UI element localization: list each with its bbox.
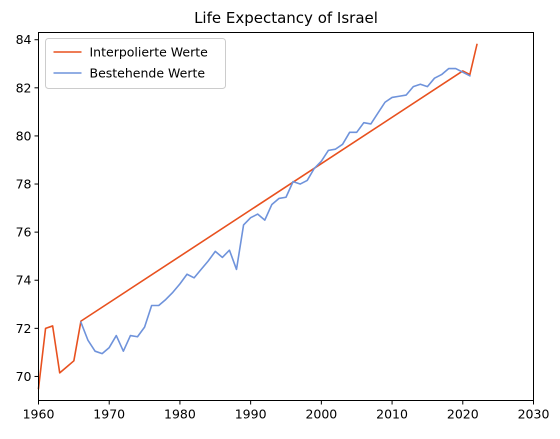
x-tick-label: 1970 [93,407,125,422]
y-tick-label: 80 [16,128,32,143]
axes-frame [38,32,534,401]
y-tick-label: 84 [16,32,32,47]
x-tick-label: 1960 [23,407,55,422]
series-line-0 [37,43,478,390]
axes-layer: 1960 1970 1980 1990 2000 2010 2020 2030 70 72 74 76… [16,32,550,422]
x-tick-label: 2010 [376,407,408,422]
y-tick-label: 74 [16,273,32,288]
x-tick-label: 2020 [447,407,479,422]
x-tick-label: 1980 [164,407,196,422]
series-layer [37,43,478,390]
y-tick-label: 76 [16,225,32,240]
series-line-1 [79,67,471,355]
y-tick-label: 82 [16,80,32,95]
legend-box [45,38,226,89]
y-tick-label: 78 [16,177,32,192]
plot-area [38,32,534,401]
legend: Interpolierte Werte Bestehende Werte [45,38,226,89]
x-tick-label: 1990 [235,407,267,422]
x-tick-label: 2000 [305,407,337,422]
y-tick-label: 72 [16,321,32,336]
x-tick-label: 2030 [518,407,550,422]
y-tick-label: 70 [16,369,32,384]
chart-title: Life Expectancy of Israel [194,9,378,27]
legend-label-1: Bestehende Werte [90,66,206,81]
legend-label-0: Interpolierte Werte [90,45,209,60]
